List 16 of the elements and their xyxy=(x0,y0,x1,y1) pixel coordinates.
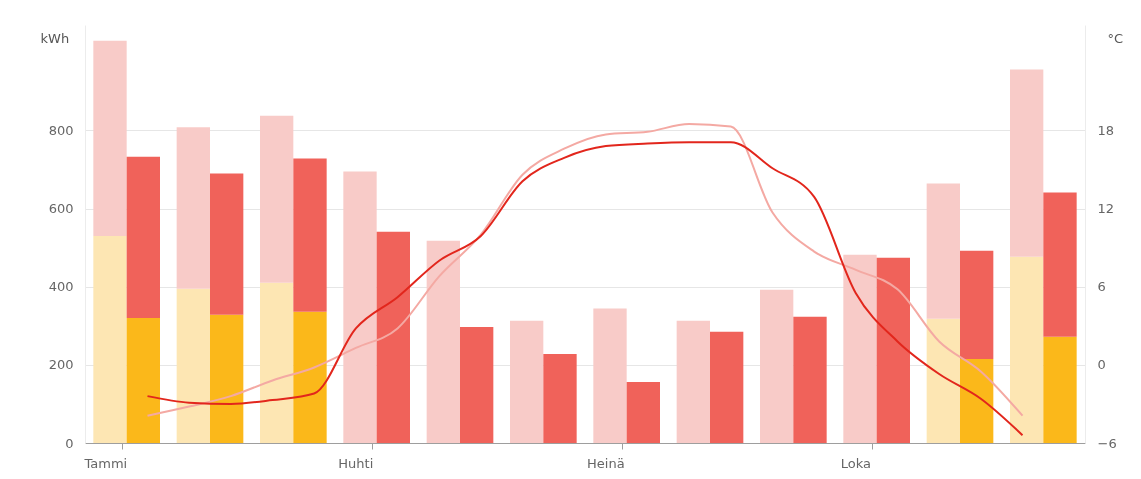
y-tick-label: 400 xyxy=(48,279,74,295)
y2-tick-label: 0 xyxy=(1097,357,1106,373)
y-tick-label: 800 xyxy=(48,122,74,138)
y-tick-label: 200 xyxy=(48,357,74,373)
y2-tick-label: 6 xyxy=(1097,279,1106,295)
x-tick-label: Heinä xyxy=(587,455,625,471)
x-tick-label: Huhti xyxy=(338,455,374,471)
y2-axis-title: °C xyxy=(1107,30,1124,46)
x-tick-label: Tammi xyxy=(83,455,128,471)
x-tick-label: Loka xyxy=(840,455,871,471)
y2-tick-label: −6 xyxy=(1097,435,1117,451)
y-tick-label: 600 xyxy=(48,201,74,217)
y2-tick-label: 12 xyxy=(1097,201,1115,217)
y2-tick-label: 18 xyxy=(1097,122,1115,138)
y-axis-title: kWh xyxy=(40,30,70,46)
y-tick-label: 0 xyxy=(65,435,74,451)
